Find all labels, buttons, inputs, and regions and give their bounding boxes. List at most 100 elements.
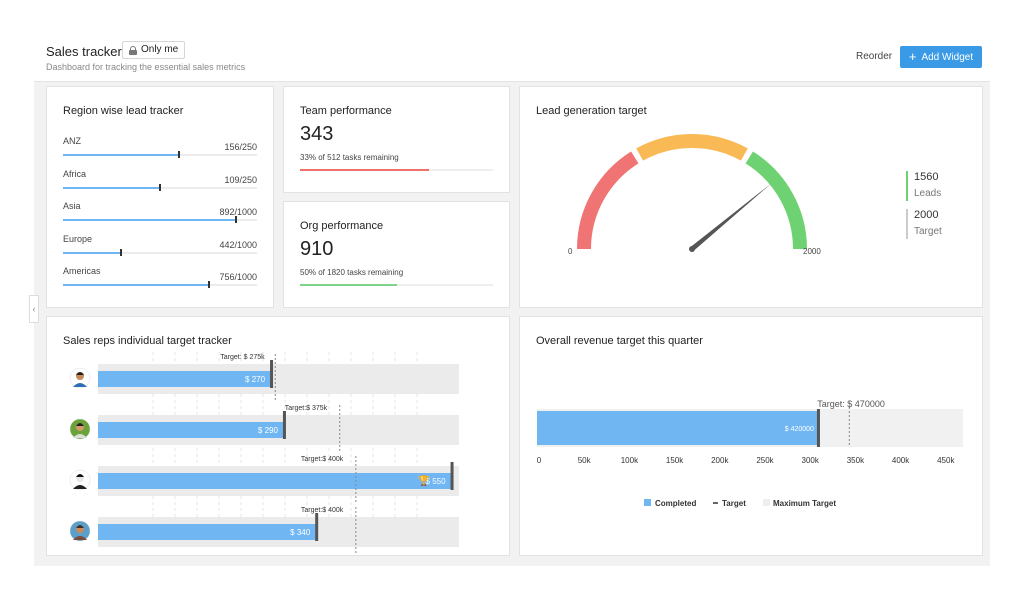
region-row: Americas 756/1000 <box>63 266 257 292</box>
region-progress-track <box>63 216 257 223</box>
region-name: Americas <box>63 266 101 276</box>
rep-value-bar <box>98 524 318 540</box>
revenue-bullet-chart: Target: $ 470000 $ 420000 0 50k 100k 150k 200k… <box>537 399 963 508</box>
org-progress-track <box>300 284 493 286</box>
gauge-min-label: 0 <box>568 247 573 256</box>
gauge-segment-mid <box>636 134 748 161</box>
region-name: Asia <box>63 201 81 211</box>
rep-value-marker <box>450 462 454 490</box>
gauge-max-label: 2000 <box>803 247 821 256</box>
revenue-axis-tick: 300k <box>802 456 820 465</box>
region-progress-track <box>63 183 257 191</box>
revenue-axis-tick: 200k <box>711 456 729 465</box>
region-progress-track <box>63 281 257 288</box>
region-name: Europe <box>63 233 93 244</box>
widget-title: Team performance <box>300 105 392 117</box>
region-progress-fill <box>63 154 180 156</box>
region-row: Europe 442/1000 <box>63 234 257 260</box>
revenue-completed-bar <box>537 411 818 445</box>
region-progress-fill <box>63 251 122 254</box>
region-progress-track <box>63 248 257 256</box>
widget-title: Org performance <box>300 220 384 232</box>
revenue-target-label: Target: $ 470000 <box>817 399 885 409</box>
add-widget-label: Add Widget <box>921 51 974 63</box>
reorder-button[interactable]: Reorder <box>856 51 893 62</box>
revenue-axis-tick: 50k <box>578 456 592 465</box>
revenue-axis-tick: 150k <box>666 456 684 465</box>
revenue-axis-tick: 250k <box>756 456 774 465</box>
visibility-selector[interactable]: Only me <box>122 41 186 59</box>
rep-target-label: Target:$ 400k <box>301 507 344 514</box>
rep-value-marker <box>315 513 319 541</box>
target-label: Target <box>914 226 942 237</box>
region-progress-fill <box>63 186 160 189</box>
chevron-left-icon: ‹ <box>32 304 36 314</box>
region-progress-marker <box>120 248 123 256</box>
collapse-sidebar-button[interactable]: ‹ <box>29 295 39 323</box>
rep-value-bar <box>98 371 273 387</box>
org-performance-widget[interactable]: Org performance 910 50% of 1820 tasks re… <box>283 201 510 308</box>
revenue-axis-tick: 100k <box>621 456 639 465</box>
org-performance-value: 910 <box>300 238 334 260</box>
avatar <box>69 418 91 440</box>
plus-icon: + <box>908 49 917 64</box>
leads-value: 1560 <box>914 171 939 183</box>
gauge-segment-low <box>577 151 639 250</box>
region-lead-tracker-widget[interactable]: Region wise lead tracker ANZ 156/250 Afric… <box>46 86 274 308</box>
gauge-chart: 0 2000 <box>568 134 821 256</box>
dashboard-canvas: Region wise lead tracker ANZ 156/250 Afric… <box>34 82 990 566</box>
add-widget-button[interactable]: + Add Widget <box>900 46 982 68</box>
lead-generation-widget[interactable]: Lead generation target 0 2000 1560 Leads … <box>519 86 983 308</box>
target-legend-bar <box>906 209 908 239</box>
revenue-axis-tick: 400k <box>892 456 910 465</box>
rep-target-label: Target:$ 400k <box>301 456 344 463</box>
team-performance-value: 343 <box>300 123 334 145</box>
region-progress-marker <box>159 183 161 191</box>
rep-value-bar <box>98 473 453 489</box>
region-value: 156/250 <box>224 142 257 152</box>
region-value: 756/1000 <box>219 272 257 282</box>
sales-reps-target-widget[interactable]: Sales reps individual target tracker Tar… <box>46 316 510 556</box>
avatar <box>69 367 91 389</box>
legend-max-target-swatch <box>763 499 770 506</box>
rep-row: Target:$ 375k $ 290 <box>69 405 459 453</box>
rep-value-marker <box>270 360 274 388</box>
region-row: ANZ 156/250 <box>63 136 257 162</box>
team-performance-subtext: 33% of 512 tasks remaining <box>300 153 399 162</box>
team-progress-track <box>300 169 493 171</box>
region-progress-track <box>63 151 257 158</box>
revenue-target-widget[interactable]: Overall revenue target this quarter Targ… <box>519 316 983 556</box>
rep-target-label: Target:$ 375k <box>285 405 328 412</box>
page-title: Sales tracker <box>46 44 122 59</box>
widget-title: Sales reps individual target tracker <box>63 335 232 347</box>
region-row: Africa 109/250 <box>63 169 257 195</box>
team-performance-widget[interactable]: Team performance 343 33% of 512 tasks re… <box>283 86 510 193</box>
rep-value-marker <box>282 411 286 439</box>
org-progress-fill <box>300 284 397 286</box>
legend-max-target-label: Maximum Target <box>773 499 836 508</box>
legend-target-label: Target <box>722 499 746 508</box>
dashboard-header: Sales tracker Only me Dashboard for trac… <box>34 34 990 82</box>
rep-target-label: Target: $ 275k <box>220 354 265 361</box>
rep-value-label: $ 550 <box>426 477 447 486</box>
revenue-value-marker <box>816 409 820 447</box>
region-value: 442/1000 <box>219 239 257 250</box>
rep-row: Target:$ 400k $ 340 <box>69 507 459 555</box>
revenue-axis-tick: 450k <box>937 456 955 465</box>
avatar <box>69 520 91 542</box>
gauge-needle <box>690 182 773 251</box>
region-name: Africa <box>63 168 87 179</box>
page-subtitle: Dashboard for tracking the essential sal… <box>46 62 246 72</box>
trophy-icon: 🏆 <box>418 474 431 487</box>
legend-completed-label: Completed <box>655 499 696 508</box>
region-progress-fill <box>63 284 209 286</box>
legend-completed-swatch <box>644 499 651 506</box>
rep-value-label: $ 290 <box>258 426 279 435</box>
widget-title: Region wise lead tracker <box>63 105 184 117</box>
region-progress-marker <box>234 216 237 223</box>
avatar <box>69 469 91 491</box>
region-progress-fill <box>63 219 236 221</box>
widget-title: Lead generation target <box>536 105 647 117</box>
revenue-value-label: $ 420000 <box>785 426 814 433</box>
